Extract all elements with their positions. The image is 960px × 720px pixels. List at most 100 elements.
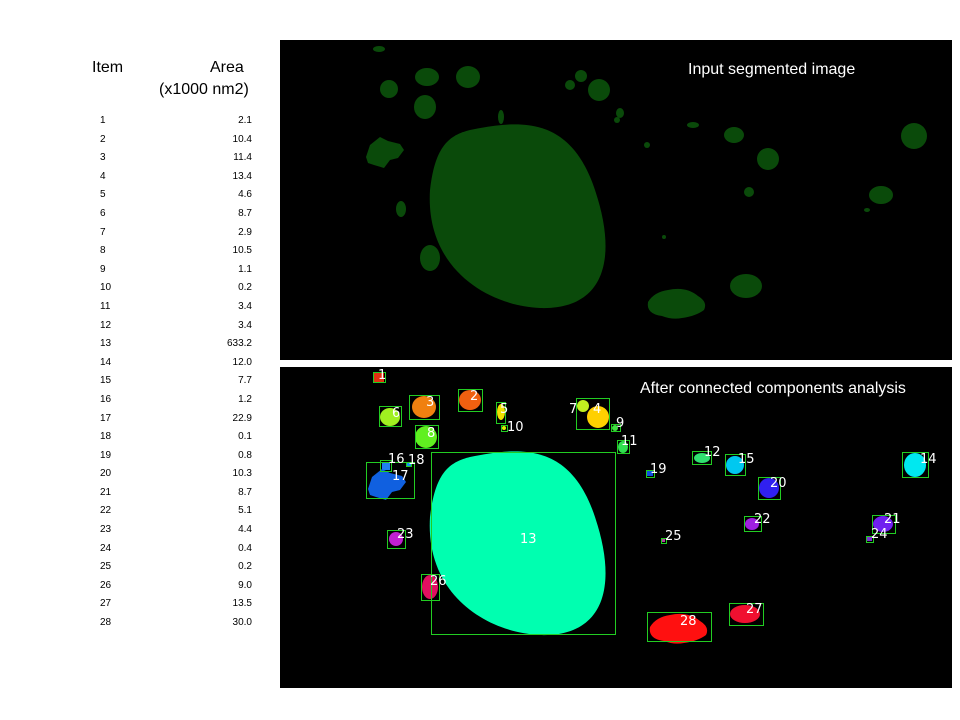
component-label-25: 25 — [665, 529, 682, 544]
connected-components-panel: 1 2 3 4 5 6 7 8 9 10 11 12 13 14 15 16 1… — [280, 367, 952, 688]
table-row: 26 9.0 — [90, 577, 252, 596]
bbox-11 — [617, 440, 630, 454]
item-area: 0.2 — [238, 282, 252, 294]
item-number: 6 — [100, 207, 106, 219]
bounding-boxes — [366, 372, 929, 642]
bbox-22 — [744, 516, 762, 532]
bbox-14 — [902, 452, 929, 478]
component-shapes — [368, 373, 926, 644]
item-number: 11 — [100, 300, 111, 312]
item-number: 2 — [100, 133, 106, 145]
component-1-shape — [374, 373, 384, 382]
item-number: 28 — [100, 617, 112, 629]
component-label-14: 14 — [920, 452, 937, 467]
item-number: 23 — [100, 524, 112, 536]
table-row: 23 4.4 — [90, 521, 252, 540]
bbox-12 — [692, 451, 712, 465]
component-label-2: 2 — [470, 389, 478, 404]
connected-components-image: 1 2 3 4 5 6 7 8 9 10 11 12 13 14 15 16 1… — [366, 368, 937, 644]
item-area: 10.3 — [232, 468, 252, 480]
bbox-16 — [380, 460, 392, 472]
component-label-7: 7 — [569, 402, 577, 417]
component-16-shape — [382, 462, 390, 470]
component-15-shape — [726, 456, 744, 474]
bbox-27 — [729, 603, 764, 626]
table-row: 20 10.3 — [90, 465, 252, 484]
component-label-9: 9 — [616, 416, 624, 431]
item-area: 0.4 — [238, 542, 252, 554]
item-area: 13.5 — [232, 598, 252, 610]
bbox-19 — [646, 470, 655, 478]
component-6-shape — [380, 408, 400, 426]
item-area: 9.0 — [238, 579, 252, 591]
components-image-title: After connected components analysis — [640, 380, 906, 397]
table-row: 18 0.1 — [90, 428, 252, 447]
item-number: 12 — [100, 319, 112, 331]
bbox-25 — [661, 538, 667, 544]
table-row: 7 2.9 — [90, 224, 252, 243]
component-9-shape — [612, 425, 618, 431]
table-row: 17 22.9 — [90, 410, 252, 429]
table-row: 28 30.0 — [90, 614, 252, 633]
item-number: 24 — [100, 542, 112, 554]
component-label-1: 1 — [378, 368, 386, 383]
item-number: 22 — [100, 505, 112, 517]
table-row: 10 0.2 — [90, 279, 252, 298]
component-label-4: 4 — [593, 402, 601, 417]
item-area: 2.9 — [238, 226, 252, 238]
component-22-shape — [745, 518, 759, 530]
component-17-shape — [368, 469, 406, 500]
table-row: 21 8.7 — [90, 484, 252, 503]
item-number: 26 — [100, 579, 112, 591]
item-area: 12.0 — [232, 356, 252, 368]
table-row: 25 0.2 — [90, 558, 252, 577]
bbox-17 — [366, 462, 415, 499]
item-number: 17 — [100, 412, 112, 424]
bbox-6 — [379, 406, 402, 427]
item-number: 3 — [100, 152, 106, 164]
component-label-6: 6 — [392, 406, 400, 421]
component-labels: 1 2 3 4 5 6 7 8 9 10 11 12 13 14 15 16 1… — [378, 368, 937, 629]
bbox-28 — [647, 612, 712, 642]
item-area: 2.1 — [238, 115, 252, 126]
item-number: 13 — [100, 338, 112, 350]
component-4-shape — [587, 406, 609, 428]
bbox-26 — [421, 574, 440, 601]
component-label-13: 13 — [520, 532, 537, 547]
bbox-10 — [501, 425, 508, 432]
component-label-12: 12 — [704, 445, 721, 460]
bbox-23 — [387, 530, 406, 549]
table-row: 24 0.4 — [90, 540, 252, 559]
item-area: 7.7 — [238, 375, 252, 387]
item-number: 14 — [100, 356, 112, 368]
bbox-4 — [576, 398, 610, 430]
item-area: 3.4 — [238, 300, 252, 312]
item-area: 4.6 — [238, 189, 252, 201]
component-21-shape — [873, 516, 893, 532]
item-area: 30.0 — [232, 617, 252, 629]
item-number: 25 — [100, 561, 112, 573]
component-19-shape — [647, 471, 653, 476]
bbox-5 — [496, 402, 506, 424]
component-26-shape — [422, 575, 438, 599]
table-row: 12 3.4 — [90, 317, 252, 336]
table-row: 8 10.5 — [90, 242, 252, 261]
component-label-19: 19 — [650, 462, 667, 477]
table-row: 9 1.1 — [90, 261, 252, 280]
item-area: 1.2 — [238, 393, 252, 405]
component-label-10: 10 — [507, 420, 524, 435]
component-label-11: 11 — [621, 434, 638, 449]
component-3-shape — [412, 396, 436, 418]
bbox-2 — [458, 389, 483, 412]
bbox-8 — [415, 425, 439, 449]
item-number: 5 — [100, 189, 106, 201]
component-24-shape — [867, 537, 872, 541]
item-number: 20 — [100, 468, 112, 480]
item-area: 13.4 — [232, 170, 252, 182]
component-label-17: 17 — [392, 469, 409, 484]
component-2-shape — [459, 390, 481, 410]
item-area: 0.1 — [238, 431, 252, 443]
item-area: 5.1 — [238, 505, 252, 517]
component-label-8: 8 — [427, 426, 435, 441]
item-number: 21 — [100, 486, 112, 498]
